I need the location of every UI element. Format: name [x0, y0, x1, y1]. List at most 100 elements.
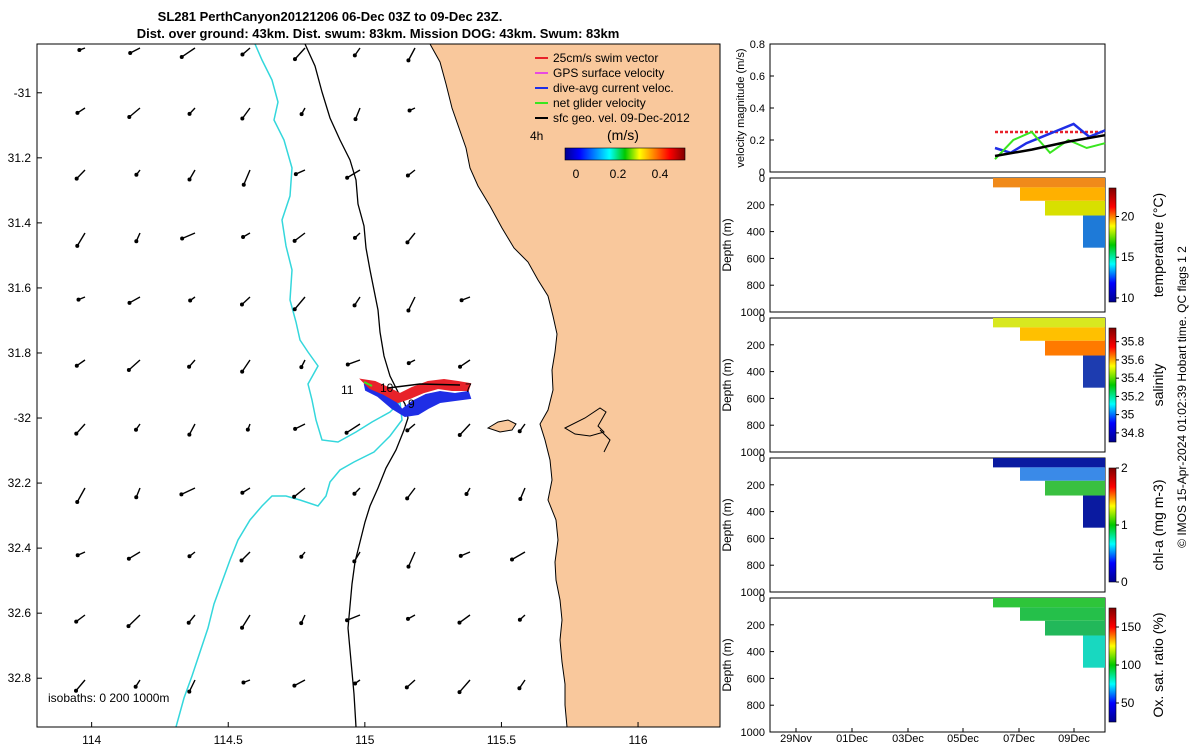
profile-data-deep: [1083, 215, 1105, 248]
isobath-0: [599, 429, 611, 453]
legend-label: net glider velocity: [553, 96, 646, 110]
time-tick-label: 29Nov: [780, 733, 812, 745]
geo-vector: [243, 169, 251, 186]
geo-vector: [76, 487, 86, 503]
colorbar-tick-label: 34.8: [1121, 426, 1145, 440]
profile-y-tick-label: 400: [747, 227, 765, 239]
footer-credit: © IMOS 15-Apr-2024 01:02:39 Hobart time.…: [1175, 246, 1189, 548]
colorbar-tick-label: 0: [1121, 575, 1128, 589]
profile-y-tick-label: 400: [747, 647, 765, 659]
geo-vector: [181, 487, 196, 495]
profile-data-lower: [1045, 200, 1105, 216]
colorbar-label: temperature (°C): [1150, 193, 1166, 297]
colorbar-tick-label: 35: [1121, 408, 1135, 422]
profile-y-tick-label: 400: [747, 367, 765, 379]
colorbar-tick-label: 15: [1121, 250, 1135, 264]
geo-vector-head: [299, 554, 304, 559]
map-y-tick-label: -31: [14, 86, 32, 100]
profile-y-tick-label: 0: [759, 593, 765, 605]
geo-vector-head: [133, 427, 138, 432]
profile-y-tick-label: 200: [747, 620, 765, 632]
profile-colorbar: [1108, 187, 1117, 303]
geo-vector: [188, 423, 196, 435]
profile-data-mid: [1020, 467, 1105, 481]
geo-vector-head: [353, 117, 358, 122]
profile-y-tick-label: 0: [759, 313, 765, 325]
colorbar-tick-2: 0.4: [652, 167, 669, 181]
profile-colorbar: [1108, 607, 1117, 723]
geostrophic-vectors: [74, 47, 526, 695]
velocity-ylabel: velocity magnitude (m/s): [735, 48, 747, 167]
profile-ylabel: Depth (m): [720, 218, 734, 271]
geo-vector: [181, 232, 196, 240]
map-y-tick-label: 32.2: [8, 476, 32, 490]
profile-ylabel: Depth (m): [720, 358, 734, 411]
colorbar-tick-label: 35.8: [1121, 335, 1145, 349]
geo-vector-head: [457, 432, 462, 437]
geo-vector-head: [458, 553, 463, 558]
geo-vector-head: [187, 689, 192, 694]
velocity-y-axis: 0 0.2 0.4 0.6 0.8: [750, 39, 774, 179]
profile-data-deep: [1083, 355, 1105, 388]
geo-vector: [294, 232, 306, 242]
profile-ylabel: Depth (m): [720, 638, 734, 691]
colorbar-label: chl-a (mg m-3): [1150, 479, 1166, 570]
geo-vector-head: [240, 369, 245, 374]
geo-vector-head: [241, 235, 246, 239]
geo-vector: [128, 551, 141, 560]
geo-vector-head: [240, 625, 245, 630]
track-geo: [387, 383, 461, 389]
geo-vector: [76, 232, 86, 247]
map-y-tick-label: 32.8: [8, 671, 32, 685]
geo-vector: [75, 423, 86, 435]
geo-vector-head: [464, 492, 469, 497]
velocity-y-tick-label: 0.8: [750, 39, 765, 51]
geo-vector: [459, 614, 471, 624]
geo-vector-head: [179, 54, 184, 59]
geo-vector-head: [292, 683, 297, 688]
geo-vector-head: [239, 558, 244, 563]
geo-vector-head: [353, 681, 358, 686]
geo-vector-head: [457, 690, 462, 695]
geo-vector-head: [127, 114, 132, 119]
profile-y-tick-label: 0: [759, 453, 765, 465]
geo-vector-head: [352, 303, 357, 308]
geo-vector-head: [187, 364, 192, 369]
geo-vector: [346, 614, 361, 621]
geo-vector-head: [458, 364, 463, 369]
geo-vector-head: [74, 176, 79, 181]
velocity-y-tick-label: 0.2: [750, 135, 765, 147]
track-diveavg: [363, 383, 472, 418]
geo-vector: [407, 47, 416, 61]
profile-y-tick-label: 800: [747, 560, 765, 572]
geo-vector-head: [126, 368, 131, 373]
geo-vector-head: [510, 557, 515, 562]
profile-y-tick-label: 1000: [741, 727, 765, 739]
profile-y-tick-label: 600: [747, 253, 765, 265]
geo-vector-head: [345, 618, 350, 623]
profile-panel-4: 0 200 400 600 800 1000 Depth (m) 50 100 150 Ox. sa…: [720, 593, 1166, 739]
legend-label: GPS surface velocity: [553, 66, 664, 80]
day-label-10: 10: [380, 381, 394, 395]
geo-vector-head: [352, 53, 357, 58]
geo-vector-head: [406, 308, 411, 313]
velocity-y-tick-label: 0: [759, 167, 765, 179]
legend-label: 25cm/s swim vector: [553, 51, 658, 65]
title-line-2: Dist. over ground: 43km. Dist. swum: 83k…: [137, 26, 620, 41]
map-x-tick-label: 114.5: [214, 733, 243, 747]
geo-vector-head: [406, 58, 411, 63]
map-frame: [36, 43, 721, 728]
profile-y-tick-label: 600: [747, 393, 765, 405]
profile-colorbar: [1108, 467, 1117, 583]
profile-data-lower: [1045, 480, 1105, 496]
geo-vector: [241, 107, 251, 119]
geo-vector-head: [187, 177, 192, 182]
geo-vector-head: [75, 243, 80, 248]
colorbar-tick-label: 20: [1121, 210, 1135, 224]
geo-vector-head: [133, 684, 138, 689]
geo-vector-head: [126, 556, 131, 561]
title-line-1: SL281 PerthCanyon20121206 06-Dec 03Z to …: [158, 9, 503, 24]
profile-y-tick-label: 200: [747, 200, 765, 212]
profile-data-surface: [993, 598, 1105, 608]
